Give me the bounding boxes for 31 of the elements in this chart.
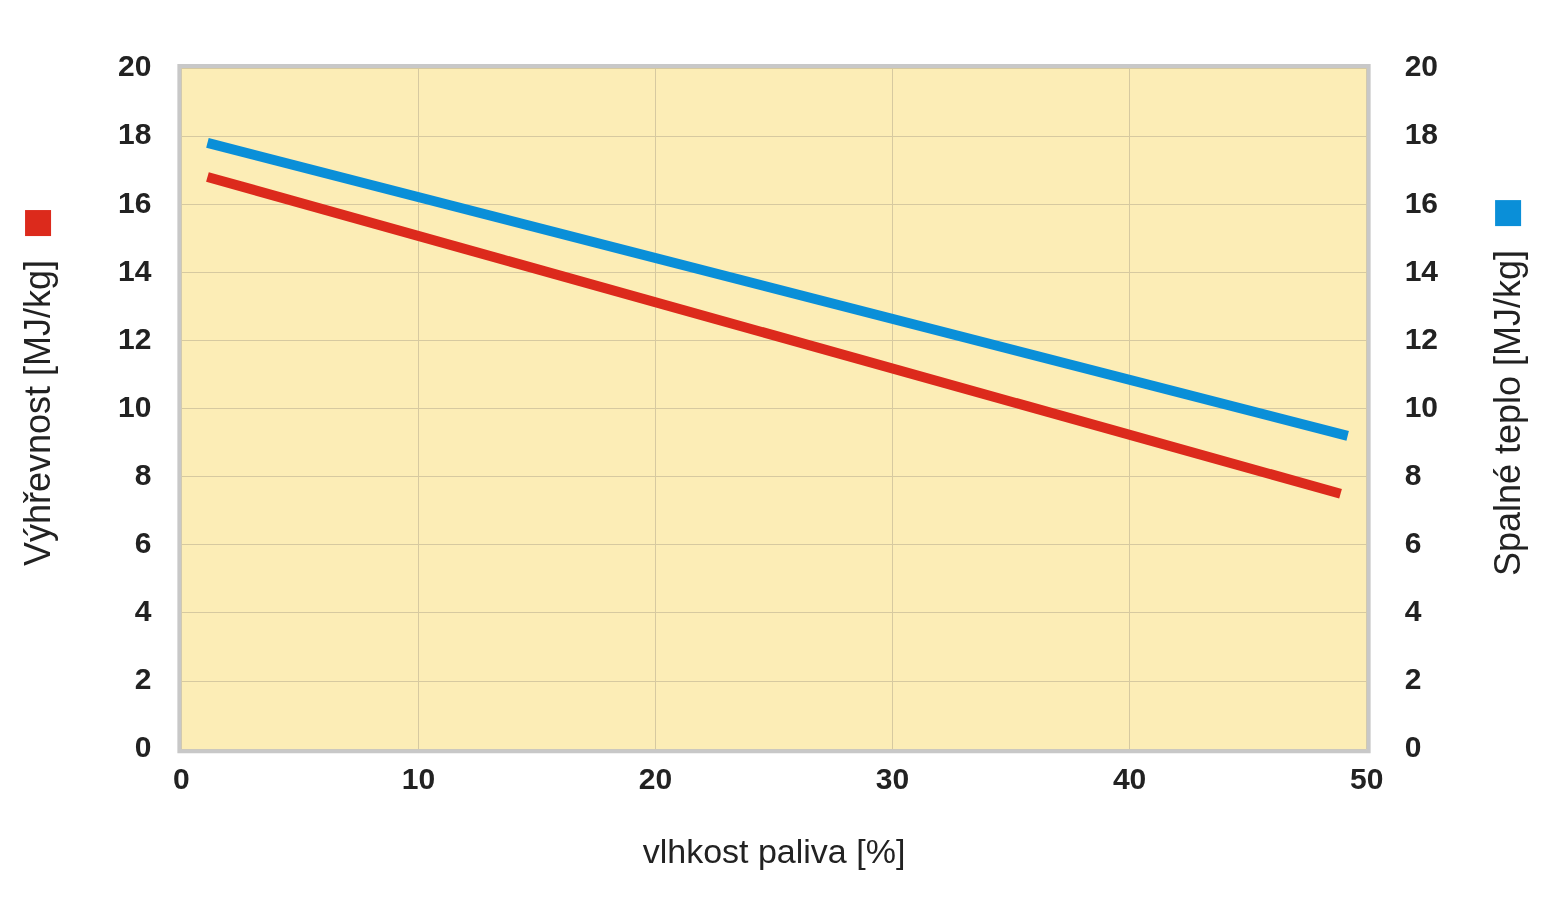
y2-tick-label: 6 (1404, 526, 1422, 560)
x-tick-label: 50 (1349, 762, 1384, 796)
x-tick-label: 10 (401, 762, 436, 796)
y-tick-label: 6 (134, 526, 152, 560)
y-tick-label: 12 (117, 321, 152, 355)
y-tick-label: 18 (117, 117, 152, 151)
y2-tick-label: 10 (1404, 389, 1439, 423)
y2-tick-label: 8 (1404, 457, 1422, 491)
y2-axis-title: Spalné teplo [MJ/kg] (1487, 249, 1529, 577)
x-tick-label: 0 (173, 762, 190, 796)
y2-tick-label: 16 (1404, 185, 1439, 219)
x-axis-title: vlhkost paliva [%] (642, 831, 906, 870)
y-tick-label: 14 (117, 253, 152, 287)
x-tick-label: 30 (875, 762, 910, 796)
y-tick-label: 20 (117, 49, 152, 83)
y-tick-label: 2 (134, 662, 152, 696)
y-tick-label: 16 (117, 185, 152, 219)
y-tick-label: 4 (134, 594, 152, 628)
y-axis-title: Výhřevnost [MJ/kg] (17, 259, 59, 567)
x-tick-label: 40 (1112, 762, 1147, 796)
y2-tick-label: 14 (1404, 253, 1439, 287)
y2-tick-label: 12 (1404, 321, 1439, 355)
y-tick-label: 0 (134, 730, 152, 764)
x-tick-label: 20 (638, 762, 673, 796)
y-tick-label: 8 (134, 457, 152, 491)
y2-tick-label: 0 (1404, 730, 1422, 764)
y2-tick-label: 18 (1404, 117, 1439, 151)
y2-tick-label: 4 (1404, 594, 1422, 628)
y-tick-label: 10 (117, 389, 152, 423)
y2-tick-label: 2 (1404, 662, 1422, 696)
y2-tick-label: 20 (1404, 49, 1439, 83)
